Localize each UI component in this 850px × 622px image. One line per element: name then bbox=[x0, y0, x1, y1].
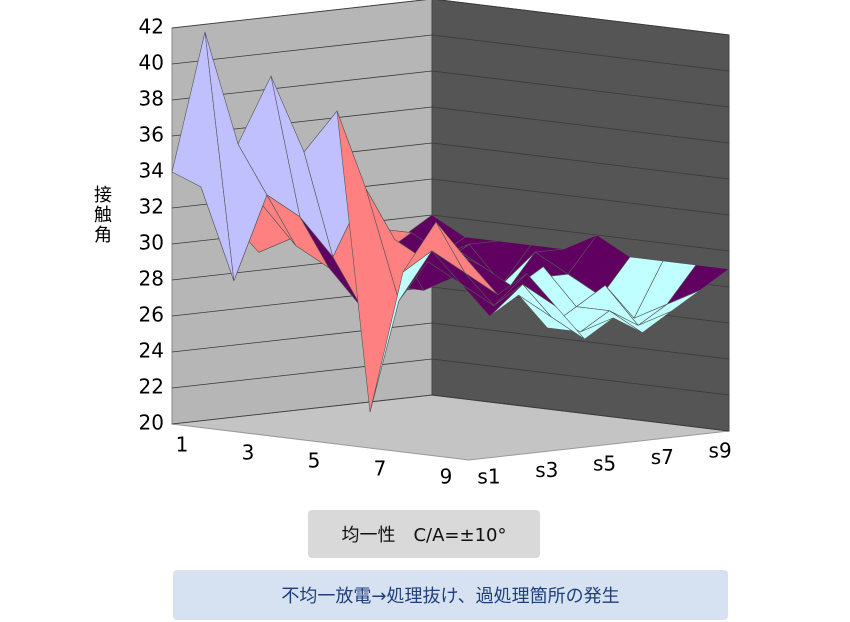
annotation: 不均一放電→処理抜け、過処理箇所の発生 bbox=[173, 570, 728, 620]
grid-line bbox=[171, 34, 730, 72]
z-axis-label: 接触角 bbox=[91, 185, 112, 245]
z-tick-label: 22 bbox=[139, 375, 164, 399]
y-tick-label: s9 bbox=[709, 439, 732, 463]
z-tick-label: 32 bbox=[139, 195, 164, 219]
grid-line bbox=[171, 322, 730, 360]
grid-line bbox=[171, 0, 730, 36]
z-tick-label: 20 bbox=[139, 411, 164, 435]
z-tick-label: 42 bbox=[139, 15, 164, 39]
back-wall-right bbox=[431, 0, 730, 432]
z-tick-label: 26 bbox=[139, 303, 164, 327]
y-tick-label: s3 bbox=[535, 458, 558, 482]
surface-patch bbox=[435, 221, 499, 296]
x-tick-label: 5 bbox=[308, 449, 321, 473]
x-tick-label: 3 bbox=[242, 441, 255, 465]
grid-line bbox=[171, 358, 730, 396]
annotation: 均一性 C/A=±10° bbox=[308, 510, 540, 558]
z-tick-label: 38 bbox=[139, 87, 164, 111]
grid-line bbox=[171, 70, 730, 108]
y-tick-label: s5 bbox=[593, 452, 616, 476]
y-tick-label: s1 bbox=[477, 465, 500, 489]
x-tick-label: 7 bbox=[374, 457, 387, 481]
x-tick-label: 9 bbox=[440, 465, 453, 489]
z-tick-label: 24 bbox=[139, 339, 164, 363]
z-tick-label: 40 bbox=[139, 51, 164, 75]
z-tick-label: 34 bbox=[139, 159, 164, 183]
z-tick-label: 30 bbox=[139, 231, 164, 255]
z-tick-label: 28 bbox=[139, 267, 164, 291]
x-tick-label: 1 bbox=[176, 433, 189, 457]
y-tick-label: s7 bbox=[651, 445, 674, 469]
grid-line bbox=[171, 394, 730, 432]
z-tick-label: 36 bbox=[139, 123, 164, 147]
